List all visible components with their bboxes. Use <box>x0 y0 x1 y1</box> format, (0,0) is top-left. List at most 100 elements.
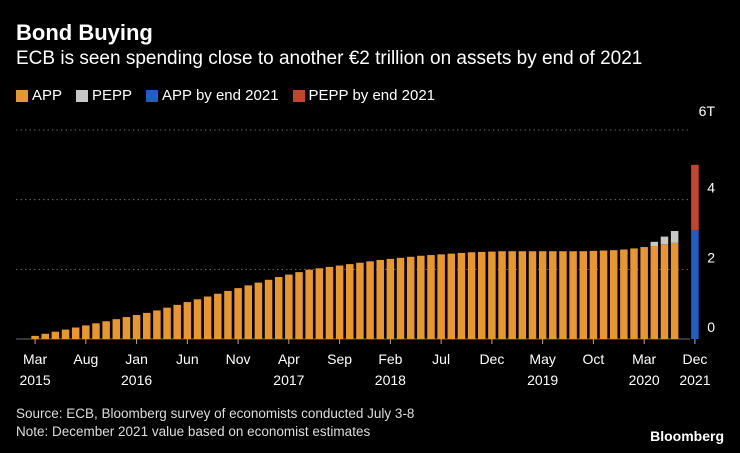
chart-subtitle: ECB is seen spending close to another €2… <box>16 48 643 69</box>
bar-app <box>579 251 588 339</box>
bar-app <box>193 299 202 339</box>
bar-app <box>173 304 181 339</box>
bar-app <box>71 327 80 339</box>
x-tick-year-label: 2018 <box>375 372 406 388</box>
chart-legend: APP PEPP APP by end 2021 PEPP by end 202… <box>16 87 435 104</box>
bar-app <box>386 258 395 339</box>
chart-footer: Source: ECB, Bloomberg survey of economi… <box>16 405 414 441</box>
bar-app <box>346 264 354 339</box>
y-tick-label: 4 <box>707 180 715 196</box>
bar-app <box>234 288 242 339</box>
x-tick-label: Mar <box>23 351 47 367</box>
bar-app <box>51 331 60 339</box>
bar-app <box>132 314 141 339</box>
legend-label-pepp-end-2021: PEPP by end 2021 <box>308 87 436 104</box>
bar-app <box>61 329 70 339</box>
x-tick-year-label: 2021 <box>679 372 710 388</box>
legend-item-pepp-end-2021: PEPP by end 2021 <box>292 87 436 104</box>
x-tick-label: Aug <box>73 351 98 367</box>
x-tick-year-label: 2019 <box>527 372 558 388</box>
chart-title: Bond Buying <box>16 20 153 45</box>
bar-app <box>457 252 466 339</box>
bar-app <box>325 266 334 339</box>
legend-swatch-app-end-2021 <box>146 89 159 102</box>
bar-app <box>264 279 273 339</box>
bar-app <box>102 321 110 339</box>
bar-app <box>274 277 283 339</box>
bar-app <box>356 262 364 339</box>
bar-app <box>508 251 516 339</box>
bar-pepp-by-end-2021 <box>691 164 699 231</box>
bar-app <box>620 249 628 339</box>
bar-app <box>609 250 618 339</box>
bar-app <box>599 250 608 339</box>
legend-item-app: APP <box>16 87 62 104</box>
bar-app <box>427 255 435 339</box>
x-tick-label: Jul <box>432 351 450 367</box>
bar-app <box>640 247 648 339</box>
bar-app <box>163 307 171 339</box>
y-tick-label: 2 <box>707 249 715 265</box>
x-tick-label: Apr <box>278 351 300 367</box>
x-tick-label: Nov <box>226 351 251 367</box>
bar-app <box>92 323 100 339</box>
bar-pepp <box>670 231 679 243</box>
bar-app <box>417 255 425 339</box>
x-tick-label: Mar <box>632 351 656 367</box>
legend-label-app: APP <box>32 87 63 104</box>
bar-pepp <box>650 241 659 246</box>
x-tick-label: Dec <box>682 351 707 367</box>
bar-app <box>295 272 303 339</box>
x-tick-label: Dec <box>479 351 504 367</box>
bar-app <box>630 248 638 339</box>
bar-app <box>224 290 232 339</box>
bar-app <box>477 251 486 339</box>
bar-app <box>670 242 679 339</box>
bar-app <box>376 259 384 339</box>
x-tick-label: Jan <box>125 351 148 367</box>
bar-app <box>305 269 313 339</box>
bar-app <box>589 250 598 339</box>
bar-app <box>315 268 324 339</box>
bar-app <box>467 252 476 339</box>
y-tick-label: 6T <box>699 103 716 119</box>
bar-app <box>214 293 222 339</box>
bar-app <box>549 251 557 339</box>
bar-chart: 0 2 4 6T Mar 2015 Aug Jan 2016 Jun Nov Apr 2017 Sep Fe… <box>16 103 716 388</box>
bar-app <box>447 253 456 339</box>
bar-app <box>538 251 547 339</box>
bar-app <box>650 246 659 339</box>
bar-app <box>244 285 253 339</box>
legend-label-app-end-2021: APP by end 2021 <box>162 87 279 104</box>
bar-app <box>335 265 344 339</box>
bar-app <box>285 274 293 339</box>
x-tick-label: Sep <box>327 351 352 367</box>
bar-app <box>31 335 39 339</box>
x-tick-year-label: 2015 <box>19 372 50 388</box>
legend-swatch-pepp <box>76 89 89 102</box>
bar-app <box>437 254 445 339</box>
bar-app <box>406 256 415 339</box>
bar-app <box>660 244 669 339</box>
bar-app <box>203 296 212 339</box>
bar-app <box>183 302 192 339</box>
bar-app <box>498 251 506 339</box>
bar-app <box>82 325 90 339</box>
bar-app <box>153 310 161 339</box>
bar-app <box>366 261 374 339</box>
bar-app <box>488 251 496 339</box>
bar-pepp <box>660 236 669 245</box>
bar-app <box>569 251 577 339</box>
legend-item-pepp: PEPP <box>76 87 132 104</box>
legend-item-app-end-2021: APP by end 2021 <box>146 87 279 104</box>
bar-app <box>254 282 263 339</box>
bar-app <box>559 251 567 339</box>
bar-app <box>396 257 405 339</box>
legend-swatch-app <box>16 89 28 102</box>
estimate-note: Note: December 2021 value based on econo… <box>16 424 371 439</box>
bar-app <box>122 317 131 339</box>
bar-app-by-end-2021 <box>691 230 699 339</box>
x-tick-label: Oct <box>583 351 605 367</box>
legend-label-pepp: PEPP <box>92 87 133 104</box>
x-tick-year-label: 2017 <box>273 372 304 388</box>
